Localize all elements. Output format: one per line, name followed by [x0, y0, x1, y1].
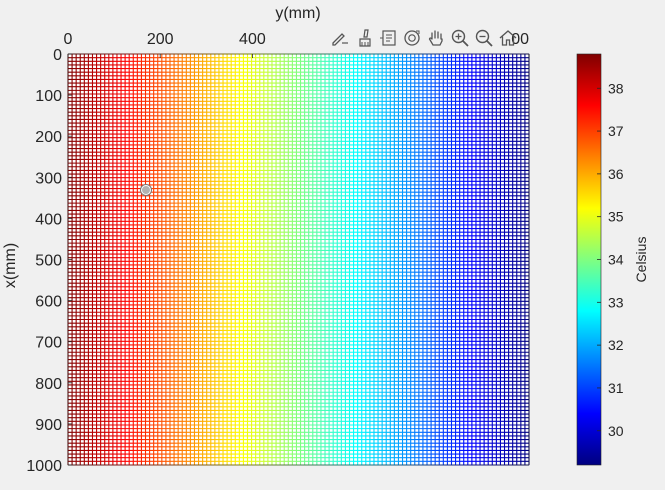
y-tick-label: 100: [35, 88, 62, 105]
colorbar-label: Celsius: [633, 237, 649, 283]
zoom-out-icon: [475, 29, 493, 47]
brush-button[interactable]: [353, 27, 375, 49]
rotate-icon: [404, 30, 420, 46]
home-icon: [499, 30, 517, 46]
pan-button[interactable]: [425, 27, 447, 49]
y-axis-label: x(mm): [2, 243, 19, 288]
x-tick-label: 200: [147, 31, 174, 48]
colorbar-tick-label: 36: [608, 166, 624, 182]
colorbar-tick-label: 37: [608, 123, 624, 139]
colorbar-tick-label: 38: [608, 80, 624, 96]
y-tick-label: 500: [35, 253, 62, 270]
axes-toolbar: [329, 26, 529, 50]
x-tick-label: 400: [239, 31, 266, 48]
colorbar-tick-label: 32: [608, 337, 624, 353]
zoom-in-button[interactable]: [449, 27, 471, 49]
x-axis-ticks: 0 200 400 00: [64, 31, 530, 58]
heatmap-grid: [68, 54, 529, 465]
x-tick-label: 0: [64, 31, 73, 48]
y-tick-label: 400: [35, 211, 62, 228]
data-tips-button[interactable]: [377, 27, 399, 49]
x-tick-label: 00: [511, 31, 529, 48]
colorbar-ticks: 30 31 32 33 34 35 36 37 38: [597, 80, 624, 439]
colorbar-tick-label: 35: [608, 209, 624, 225]
y-tick-label: 0: [53, 47, 62, 64]
colorbar-tick-label: 31: [608, 380, 624, 396]
home-button[interactable]: [497, 27, 519, 49]
brush-icon: [359, 29, 371, 47]
y-tick-label: 300: [35, 170, 62, 187]
zoom-out-button[interactable]: [473, 27, 495, 49]
y-axis-ticks: 0 100 200 300 400 500 600 700 800 900 1000: [26, 47, 72, 475]
y-tick-label: 800: [35, 376, 62, 393]
y-tick-label: 200: [35, 129, 62, 146]
colorbar-tick-label: 33: [608, 294, 624, 310]
y-tick-label: 600: [35, 294, 62, 311]
rotate-button[interactable]: [401, 27, 423, 49]
heatmap-plot[interactable]: [67, 53, 530, 466]
colorbar-tick-label: 34: [608, 252, 624, 268]
colorbar-tick-label: 30: [608, 423, 624, 439]
edit-button[interactable]: [329, 27, 351, 49]
x-axis-label: y(mm): [275, 5, 320, 22]
y-tick-label: 1000: [26, 458, 62, 475]
y-tick-label: 700: [35, 335, 62, 352]
data-tips-icon: [380, 30, 396, 46]
zoom-in-icon: [451, 29, 469, 47]
edit-icon: [332, 33, 348, 46]
colorbar: 30 31 32 33 34 35 36 37 38 Celsius: [576, 53, 649, 466]
pan-icon: [428, 30, 443, 46]
y-tick-label: 900: [35, 417, 62, 434]
data-point-marker[interactable]: [141, 184, 152, 195]
